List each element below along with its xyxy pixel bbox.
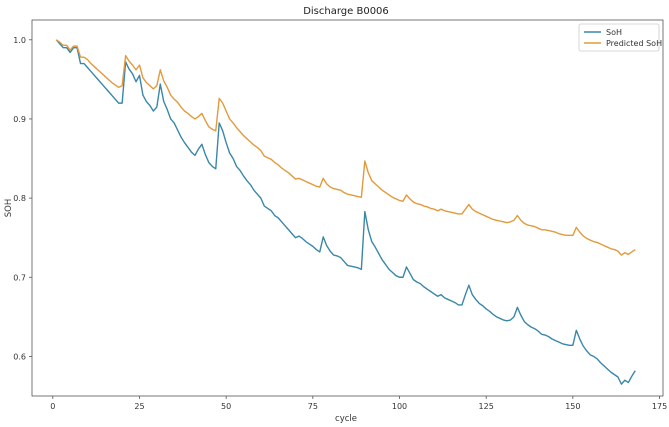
legend-label-soh: SoH [606, 28, 622, 37]
series-line-predicted-soh [55, 39, 636, 256]
x-axis-label: cycle [335, 414, 357, 424]
x-tick-label: 50 [221, 402, 231, 411]
series-layer [55, 39, 636, 385]
y-tick-label: 0.8 [13, 194, 26, 203]
x-tick-label: 150 [565, 402, 580, 411]
x-tick-label: 75 [308, 402, 318, 411]
legend-label-predicted-soh: Predicted SoH [606, 39, 662, 48]
y-axis-label: SOH [4, 199, 14, 217]
x-tick-label: 175 [652, 402, 667, 411]
y-tick-label: 0.7 [13, 273, 26, 282]
chart-title: Discharge B0006 [303, 6, 389, 17]
x-tick-label: 125 [479, 402, 494, 411]
y-tick-label: 0.6 [13, 352, 26, 361]
x-axis-ticks: 0 25 50 75 100 125 150 175 [50, 396, 667, 411]
x-tick-label: 0 [50, 402, 55, 411]
y-tick-label: 0.9 [13, 115, 26, 124]
x-tick-label: 100 [392, 402, 407, 411]
legend-box [578, 23, 660, 52]
legend: SoH Predicted SoH [578, 23, 662, 52]
y-tick-label: 1.0 [13, 36, 26, 45]
series-line-soh [55, 39, 636, 385]
x-tick-label: 25 [134, 402, 144, 411]
y-axis-ticks: 0.6 0.7 0.8 0.9 1.0 [13, 36, 32, 361]
plot-frame [31, 19, 664, 397]
